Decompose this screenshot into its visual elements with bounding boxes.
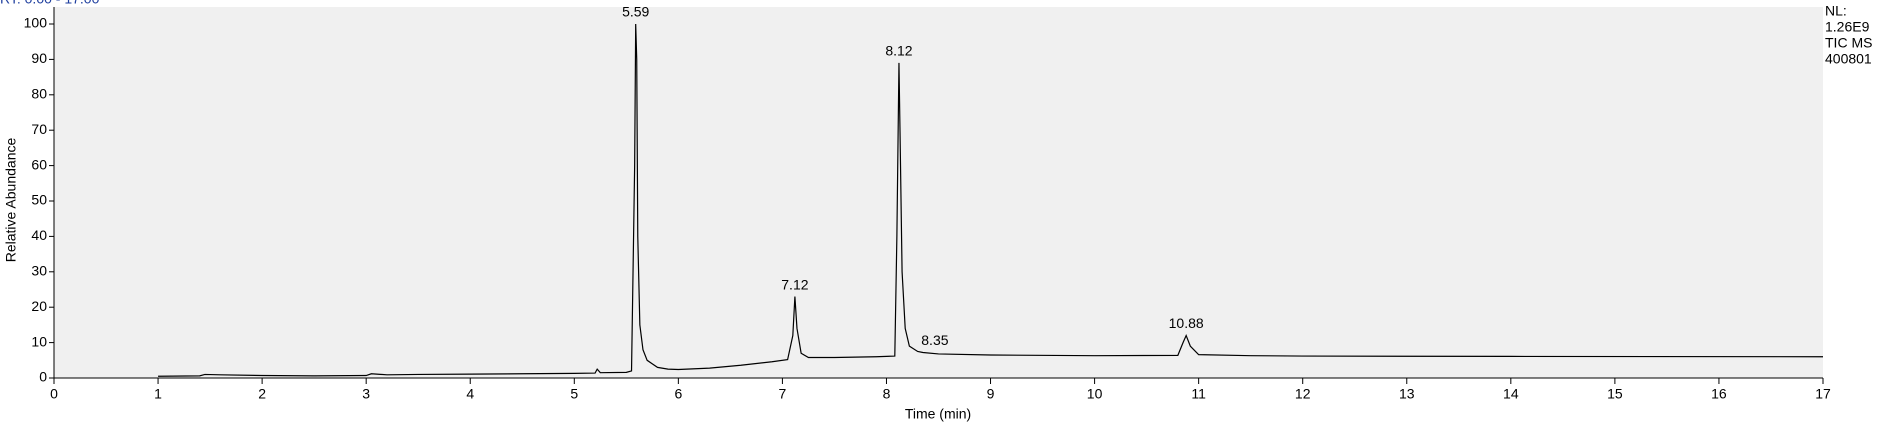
peak-label: 5.59 [622, 4, 649, 20]
y-tick-label: 10 [31, 333, 47, 349]
x-tick-label: 14 [1503, 386, 1519, 402]
side-note: NL: [1825, 3, 1847, 19]
y-tick-label: 30 [31, 263, 47, 279]
y-tick-label: 20 [31, 298, 47, 314]
side-note: 1.26E9 [1825, 19, 1870, 35]
x-tick-label: 9 [987, 386, 995, 402]
x-tick-label: 12 [1295, 386, 1311, 402]
x-tick-label: 7 [779, 386, 787, 402]
peak-label: 10.88 [1169, 315, 1204, 331]
side-note: TIC MS [1825, 35, 1872, 51]
y-tick-label: 50 [31, 192, 47, 208]
x-tick-label: 3 [362, 386, 370, 402]
y-axis-label: Relative Abundance [3, 138, 19, 263]
y-tick-label: 80 [31, 86, 47, 102]
x-tick-label: 13 [1399, 386, 1415, 402]
x-tick-label: 1 [154, 386, 162, 402]
y-tick-label: 0 [39, 369, 47, 385]
peak-label: 7.12 [781, 276, 808, 292]
x-tick-label: 15 [1607, 386, 1623, 402]
plot-area [54, 7, 1823, 378]
peak-label: 8.35 [921, 332, 948, 348]
x-tick-label: 11 [1191, 386, 1206, 402]
x-tick-label: 10 [1087, 386, 1103, 402]
x-tick-label: 17 [1815, 386, 1831, 402]
y-tick-label: 60 [31, 156, 47, 172]
x-tick-label: 0 [50, 386, 58, 402]
y-tick-label: 70 [31, 121, 47, 137]
x-tick-label: 4 [466, 386, 474, 402]
x-tick-label: 16 [1711, 386, 1727, 402]
x-axis-label: Time (min) [905, 406, 971, 422]
y-tick-label: 90 [31, 50, 47, 66]
side-note: 400801 [1825, 51, 1872, 67]
y-tick-label: 100 [24, 15, 48, 31]
x-tick-label: 8 [883, 386, 891, 402]
x-tick-label: 6 [674, 386, 682, 402]
x-tick-label: 2 [258, 386, 266, 402]
trace [158, 23, 1824, 377]
range-header: RT: 0.00 - 17.00 [0, 0, 100, 7]
y-tick-label: 40 [31, 227, 47, 243]
peak-label: 8.12 [885, 43, 912, 59]
x-tick-label: 5 [570, 386, 578, 402]
